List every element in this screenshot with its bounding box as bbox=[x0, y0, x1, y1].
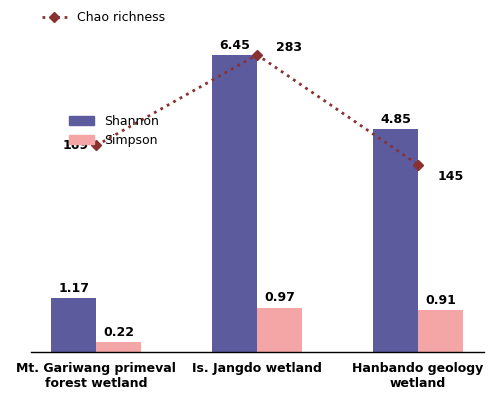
Text: 0.97: 0.97 bbox=[264, 291, 295, 304]
Text: 283: 283 bbox=[276, 41, 302, 54]
Text: 4.85: 4.85 bbox=[380, 113, 411, 126]
Bar bbox=[96, 342, 142, 352]
Bar bbox=[373, 129, 418, 352]
Text: 169: 169 bbox=[62, 139, 88, 152]
Bar bbox=[52, 299, 96, 352]
Bar bbox=[212, 55, 257, 352]
Text: 0.22: 0.22 bbox=[104, 326, 134, 339]
Bar bbox=[257, 308, 302, 352]
Text: 6.45: 6.45 bbox=[219, 39, 250, 52]
Text: 0.91: 0.91 bbox=[425, 294, 456, 307]
Text: 1.17: 1.17 bbox=[58, 282, 90, 295]
Bar bbox=[418, 310, 463, 352]
Legend: Shannon, Simpson: Shannon, Simpson bbox=[64, 110, 164, 152]
Text: 145: 145 bbox=[438, 170, 464, 183]
